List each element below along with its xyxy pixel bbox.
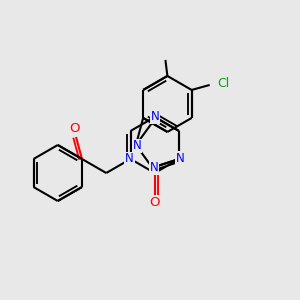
Text: N: N: [133, 140, 141, 152]
Text: N: N: [150, 161, 159, 174]
Text: N: N: [125, 152, 134, 166]
Text: O: O: [69, 122, 79, 136]
Text: N: N: [176, 152, 184, 164]
Text: N: N: [150, 110, 159, 124]
Text: O: O: [149, 196, 160, 208]
Text: Cl: Cl: [218, 77, 230, 91]
